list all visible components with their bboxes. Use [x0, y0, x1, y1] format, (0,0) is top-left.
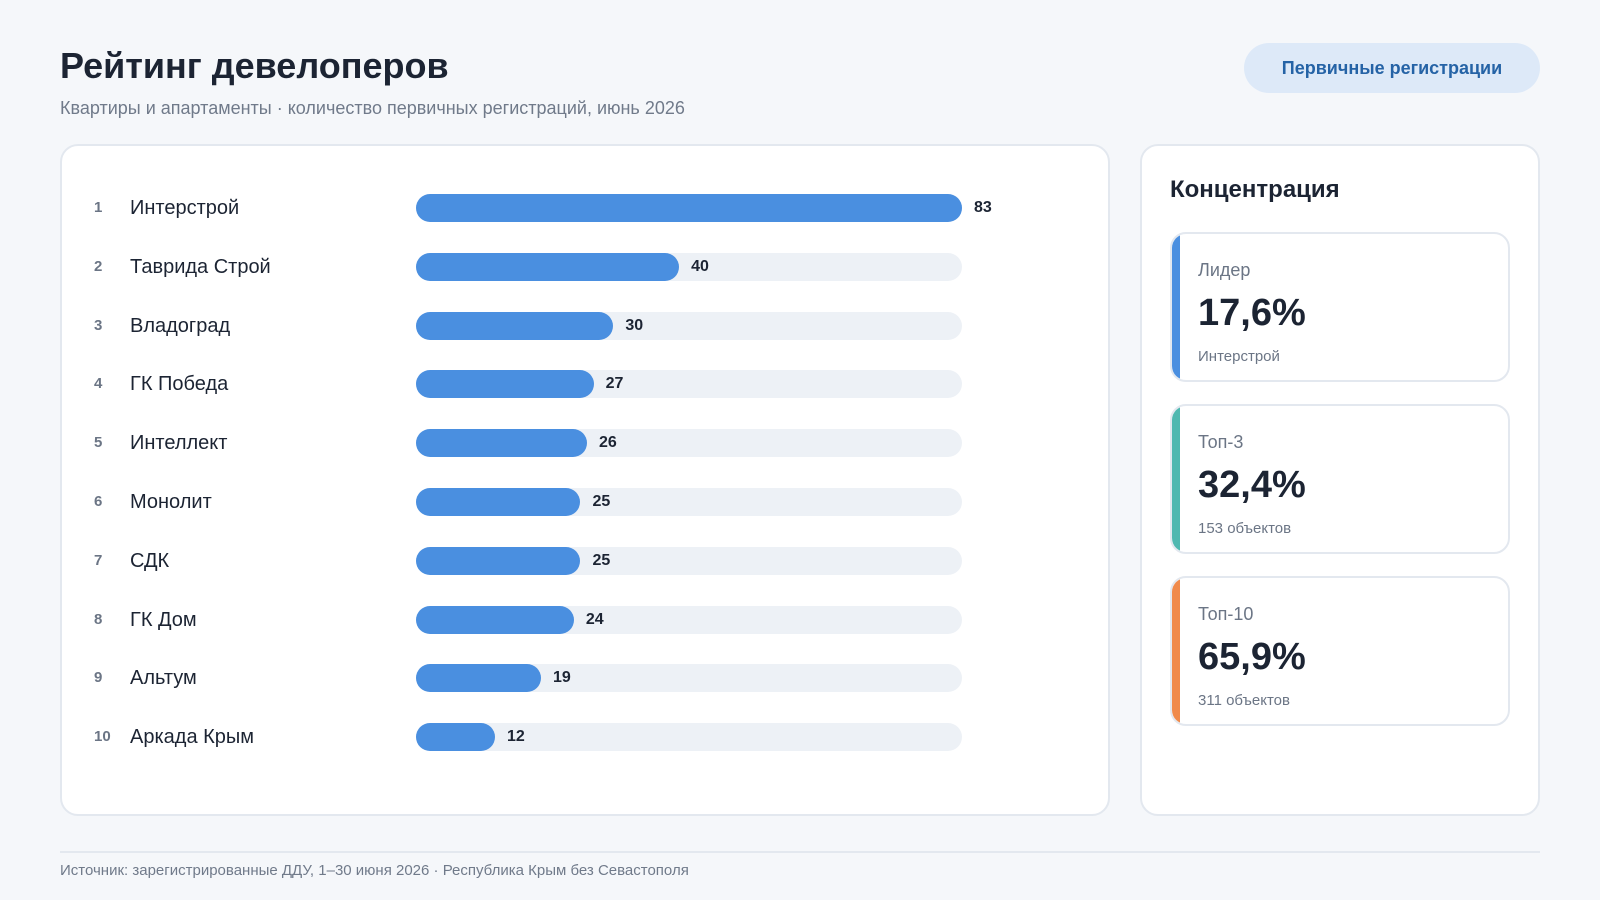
bar-row: 4 ГК Победа 27 — [62, 368, 1108, 400]
stat-note: 311 объектов — [1198, 692, 1290, 709]
bar — [416, 605, 574, 634]
bar-track — [416, 370, 962, 399]
source-note: Источник: зарегистрированные ДДУ, 1–30 и… — [60, 862, 689, 879]
stat-value: 32,4% — [1198, 464, 1306, 506]
data-label: 19 — [552, 669, 571, 687]
category-label: Интерстрой — [130, 197, 240, 219]
bar — [416, 488, 581, 516]
category-label: Владоград — [130, 314, 231, 337]
bar-track — [416, 311, 962, 340]
category-label: Монолит — [130, 491, 212, 513]
rank-number: 2 — [94, 257, 103, 275]
bar — [416, 194, 962, 222]
category-label: Альтум — [130, 667, 197, 690]
rank-number: 4 — [94, 375, 103, 393]
bar — [416, 723, 495, 752]
data-label: 25 — [592, 493, 611, 510]
bar-row: 7 СДК 25 — [62, 545, 1108, 577]
bar-row: 3 Владоград 30 — [62, 310, 1108, 342]
stat-card-leader: Лидер 17,6% Интерстрой — [1170, 232, 1510, 382]
stat-value: 65,9% — [1198, 636, 1306, 678]
bar-row: 9 Альтум 19 — [62, 662, 1108, 694]
category-label: Интеллект — [130, 432, 228, 455]
stat-label: Лидер — [1198, 260, 1251, 280]
data-label: 40 — [691, 257, 709, 275]
bar — [416, 429, 588, 458]
stat-card-top3: Топ-3 32,4% 153 объектов — [1170, 404, 1510, 554]
stat-note: Интерстрой — [1198, 348, 1280, 365]
bar — [416, 664, 541, 693]
rank-number: 7 — [94, 551, 103, 569]
bar-row: 10 Аркада Крым 12 — [62, 721, 1108, 753]
primary-registrations-button[interactable]: Первичные регистрации — [1244, 43, 1540, 93]
category-label: ГК Победа — [130, 373, 229, 396]
bar-row: 5 Интеллект 26 — [62, 427, 1108, 459]
footer-divider — [60, 851, 1540, 853]
stat-value: 17,6% — [1198, 292, 1306, 334]
data-label: 25 — [592, 551, 611, 569]
category-label: Аркада Крым — [130, 726, 255, 749]
bar-track — [416, 605, 962, 634]
data-label: 30 — [625, 316, 644, 334]
bar-track — [416, 723, 962, 752]
bar-track — [416, 429, 962, 458]
page-subtitle: Квартиры и апартаменты · количество перв… — [60, 98, 685, 118]
page-title: Рейтинг девелоперов — [60, 45, 449, 86]
bar-row: 1 Интерстрой 83 — [62, 192, 1108, 224]
stat-card-top10: Топ-10 65,9% 311 объектов — [1170, 576, 1510, 726]
page-header: Рейтинг девелоперов Квартиры и апартамен… — [60, 42, 1540, 122]
bar-row: 2 Таврида Строй 40 — [62, 251, 1108, 283]
category-label: Таврида Строй — [130, 255, 271, 278]
data-label: 24 — [585, 610, 604, 628]
data-label: 12 — [506, 728, 525, 746]
stat-label: Топ-3 — [1198, 432, 1244, 452]
bar — [416, 546, 581, 575]
bar-track — [416, 488, 962, 516]
bar-row: 8 ГК Дом 24 — [62, 604, 1108, 636]
ranking-chart-card: 1 Интерстрой 83 2 Таврида Строй 40 3 Владоград 3… — [60, 144, 1110, 816]
bar — [416, 252, 680, 281]
rank-number: 3 — [94, 316, 103, 334]
category-label: СДК — [130, 549, 170, 572]
bar-track — [416, 252, 962, 281]
rank-number: 1 — [94, 199, 103, 216]
stat-label: Топ-10 — [1198, 604, 1254, 624]
rank-number: 10 — [94, 728, 111, 746]
bar — [416, 370, 594, 399]
stat-accent-bar — [1172, 578, 1180, 724]
stat-accent-bar — [1172, 234, 1180, 380]
bar-track — [416, 194, 962, 222]
concentration-title: Концентрация — [1170, 176, 1340, 203]
bar-track — [416, 664, 962, 693]
rank-number: 8 — [94, 610, 103, 628]
stat-note: 153 объектов — [1198, 520, 1292, 537]
data-label: 27 — [605, 375, 624, 393]
data-label: 83 — [974, 199, 992, 216]
rank-number: 5 — [94, 434, 103, 452]
rank-number: 6 — [94, 493, 103, 510]
rank-number: 9 — [94, 669, 103, 687]
bar — [416, 311, 614, 340]
bar-row: 6 Монолит 25 — [62, 486, 1108, 518]
stat-accent-bar — [1172, 406, 1180, 552]
category-label: ГК Дом — [130, 608, 197, 631]
concentration-card: Концентрация Лидер 17,6% Интерстрой Топ-… — [1140, 144, 1540, 816]
bar-track — [416, 546, 962, 575]
data-label: 26 — [599, 434, 617, 452]
